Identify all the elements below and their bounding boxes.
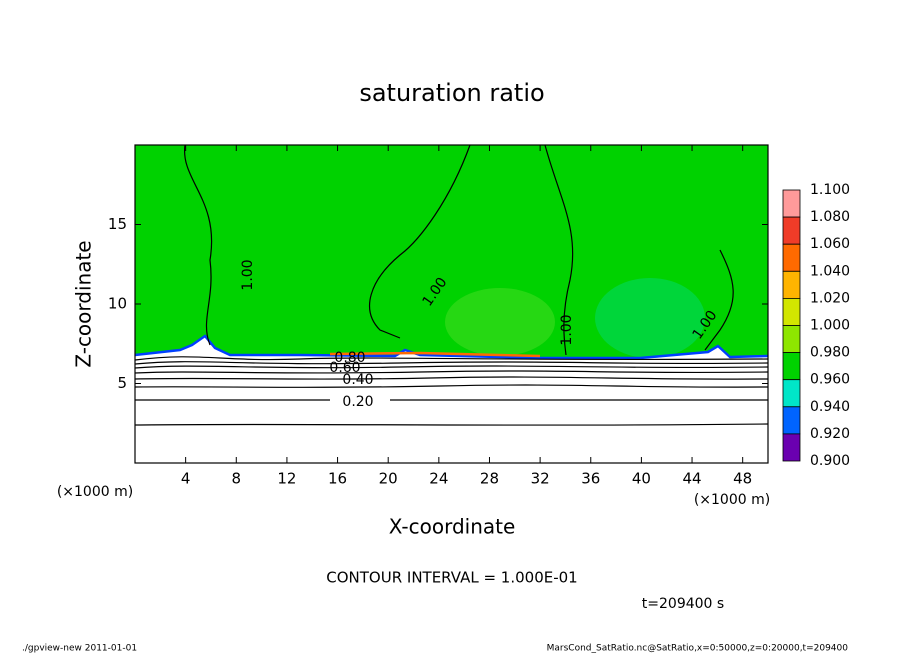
colorbar-box: [782, 297, 801, 326]
contour-label: 0.20: [342, 394, 373, 410]
colorbar-label: 1.040: [810, 263, 850, 279]
x-tick-label: 12: [277, 470, 296, 488]
footer: MarsCond_SatRatio.nc@SatRatio,x=0:50000,…: [547, 644, 849, 654]
colorbar-box: [782, 406, 801, 435]
colorbar-box: [782, 270, 801, 299]
x-tick-label: 36: [581, 470, 600, 488]
y-tick-label: 5: [117, 374, 127, 392]
colorbar-box: [782, 189, 801, 218]
x-tick-label: 28: [480, 470, 499, 488]
field-green: [135, 145, 768, 358]
field-patch: [595, 278, 705, 358]
colorbar-label: 0.900: [810, 453, 850, 469]
colorbar-box: [782, 433, 801, 462]
contour-label: 0.80: [334, 350, 365, 366]
colorbar-label: 1.060: [810, 236, 850, 252]
x-tick-label: 24: [429, 470, 448, 488]
x-tick-label: 16: [328, 470, 347, 488]
colorbar-label: 1.100: [810, 182, 850, 198]
time-label: t=209400 s: [642, 596, 724, 612]
x-tick-label: 48: [733, 470, 752, 488]
colorbar-box: [782, 379, 801, 408]
colorbar-box: [782, 243, 801, 272]
y-tick-label: 10: [108, 295, 127, 313]
footer: ./gpview-new 2011-01-01: [22, 644, 137, 654]
colorbar-label: 0.960: [810, 372, 850, 388]
field-patch: [445, 288, 555, 356]
x-unit: (×1000 m): [694, 492, 770, 508]
colorbar-label: 0.980: [810, 345, 850, 361]
contour-label: 1.00: [240, 259, 256, 290]
colorbar-box: [782, 216, 801, 245]
x-tick-label: 20: [379, 470, 398, 488]
contour-label: 1.00: [559, 314, 575, 345]
y-tick-label: 15: [108, 215, 127, 233]
colorbar-label: 1.000: [810, 318, 850, 334]
x-unit: (×1000 m): [57, 484, 133, 500]
x-tick-label: 4: [181, 470, 191, 488]
colorbar-label: 0.940: [810, 399, 850, 415]
x-tick-label: 8: [232, 470, 242, 488]
colorbar-label: 1.080: [810, 209, 850, 225]
chart-title: saturation ratio: [359, 79, 544, 107]
x-tick-label: 40: [632, 470, 651, 488]
field-edge: [329, 351, 541, 358]
contour-interval: CONTOUR INTERVAL = 1.000E-01: [326, 569, 577, 587]
x-tick-label: 32: [531, 470, 550, 488]
colorbar-label: 0.920: [810, 426, 850, 442]
contour-label: 0.60: [329, 360, 360, 376]
x-tick-label: 44: [682, 470, 701, 488]
colorbar-label: 1.020: [810, 290, 850, 306]
contour-lines: [134, 144, 769, 426]
x-axis-label: X-coordinate: [389, 515, 516, 539]
colorbar-box: [782, 325, 801, 354]
y-axis-label: Z-coordinate: [72, 240, 96, 367]
contour-label: 0.40: [342, 372, 373, 388]
colorbar-box: [782, 352, 801, 381]
field: [134, 144, 769, 463]
